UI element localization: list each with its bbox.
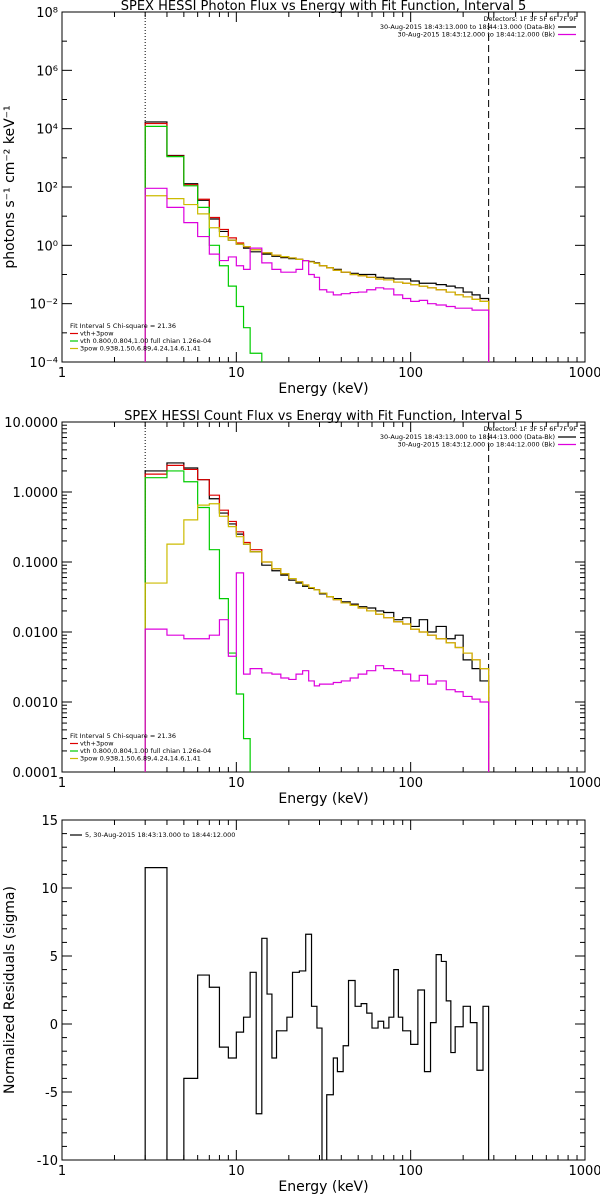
photon-flux-x-axis-label: Energy (keV) [278,381,368,397]
photon-flux-x-tick-label: 1000 [568,366,600,381]
photon-flux-legend-bottom-entry: vth 0.800,0.804,1.00 full chian 1.26e-04 [80,337,211,345]
count-flux-x-tick-label: 100 [398,776,423,791]
count-flux-legend-bottom-entry: 3pow 0.938,1.50,6.89,4.24,14.6,1.41 [80,755,201,763]
residuals-legend-top-entry: 5, 30-Aug-2015 18:43:13.000 to 18:44:12.… [85,831,235,839]
residuals-y-axis-label: Normalized Residuals (sigma) [2,886,18,1094]
count-flux-legend-bottom-entry: vth+3pow [80,740,114,748]
count-flux-legend-bottom-entry: Fit Interval 5 Chi-square = 21.36 [70,732,176,740]
photon-flux-legend-top-entry: 30-Aug-2015 18:43:13.000 to 18:44:13.000… [380,23,555,31]
photon-flux-y-tick-label: 10⁶ [36,64,58,79]
photon-flux-x-axis: 1 10 100 1000 Energy (keV) [58,12,600,397]
count-flux-detectors-label: Detectors: 1F 3F 5F 6F 7F 9F [483,425,577,433]
residuals-series-group [144,867,490,1160]
residuals-x-tick-label: 1 [58,1164,66,1179]
photon-flux-x-tick-label: 1 [58,366,66,381]
count-flux-y-axis: 0.0001 0.0010 0.0100 0.1000 1.0000 10.0000 [4,416,585,781]
residuals-series-0-line [144,867,490,1160]
photon-flux-legend-bottom-entry: vth+3pow [80,330,114,338]
photon-flux-series-3-line [144,195,490,362]
photon-flux-series-group [144,121,490,362]
photon-flux-x-tick-label: 100 [398,366,423,381]
residuals-x-tick-label: 100 [398,1164,423,1179]
photon-flux-y-tick-label: 10⁻⁴ [29,356,58,371]
residuals-y-tick-label: -5 [45,1086,58,1101]
photon-flux-legend-bottom-entry: Fit Interval 5 Chi-square = 21.36 [70,322,176,330]
residuals-chart: 1 10 100 1000 Energy (keV) -10 -5 0 5 10 15 Normali… [2,814,600,1195]
count-flux-chart: SPEX HESSI Count Flux vs Energy with Fit… [4,409,600,807]
residuals-y-tick-label: 0 [50,1018,58,1033]
count-flux-legend-top-entry: 30-Aug-2015 18:43:12.000 to 18:44:12.000… [398,441,555,449]
photon-flux-y-tick-label: 10⁰ [36,239,58,254]
photon-flux-chart: SPEX HESSI Photon Flux vs Energy with Fi… [2,0,600,397]
residuals-plot-frame [61,819,586,1161]
residuals-y-axis: -10 -5 0 5 10 15 Normalized Residuals (sigma) [2,814,585,1169]
count-flux-x-tick-label: 10 [228,776,245,791]
photon-flux-title: SPEX HESSI Photon Flux vs Energy with Fi… [121,0,527,14]
count-flux-series-4-line [144,572,490,772]
residuals-y-tick-label: 5 [50,950,58,965]
residuals-y-tick-label: -10 [37,1154,58,1169]
photon-flux-y-tick-label: 10⁻² [29,298,58,313]
count-flux-series-2-line [144,470,263,772]
photon-flux-y-tick-label: 10⁴ [36,123,58,138]
count-flux-y-tick-label: 0.1000 [13,556,59,571]
count-flux-plot-frame [61,421,586,773]
photon-flux-x-tick-label: 10 [228,366,245,381]
count-flux-y-tick-label: 10.0000 [4,416,58,431]
count-flux-y-tick-label: 0.0100 [13,626,59,641]
residuals-x-tick-label: 1000 [568,1164,600,1179]
count-flux-y-tick-label: 0.0010 [13,696,59,711]
photon-flux-series-4-line [144,187,490,362]
count-flux-x-tick-label: 1 [58,776,66,791]
count-flux-legend-bottom-entry: vth 0.800,0.804,1.00 full chian 1.26e-04 [80,747,211,755]
residuals-x-tick-label: 10 [228,1164,245,1179]
photon-flux-y-axis: 10⁻⁴ 10⁻² 10⁰ 10² 10⁴ 10⁶ 10⁸ photons s⁻¹ cm⁻² … [2,6,585,371]
count-flux-legend-top-entry: 30-Aug-2015 18:43:13.000 to 18:44:13.000… [380,433,555,441]
photon-flux-legend-top-entry: 30-Aug-2015 18:43:12.000 to 18:44:12.000… [398,31,555,39]
residuals-x-axis: 1 10 100 1000 Energy (keV) [58,820,600,1195]
count-flux-y-tick-label: 0.0001 [13,766,59,781]
photon-flux-detectors-label: Detectors: 1F 3F 5F 6F 7F 9F [483,15,577,23]
count-flux-y-tick-label: 1.0000 [13,486,59,501]
residuals-x-axis-label: Energy (keV) [278,1179,368,1195]
count-flux-series-group [144,462,490,772]
count-flux-x-axis-label: Energy (keV) [278,791,368,807]
photon-flux-y-tick-label: 10⁸ [36,6,58,21]
count-flux-x-tick-label: 1000 [568,776,600,791]
photon-flux-y-axis-label: photons s⁻¹ cm⁻² keV⁻¹ [2,105,18,268]
residuals-y-tick-label: 15 [41,814,58,829]
count-flux-series-3-line [144,503,490,772]
count-flux-title: SPEX HESSI Count Flux vs Energy with Fit… [124,409,523,424]
photon-flux-series-2-line [144,125,273,362]
photon-flux-y-tick-label: 10² [36,181,58,196]
residuals-y-tick-label: 10 [41,882,58,897]
photon-flux-legend-bottom-entry: 3pow 0.938,1.50,6.89,4.24,14.6,1.41 [80,345,201,353]
